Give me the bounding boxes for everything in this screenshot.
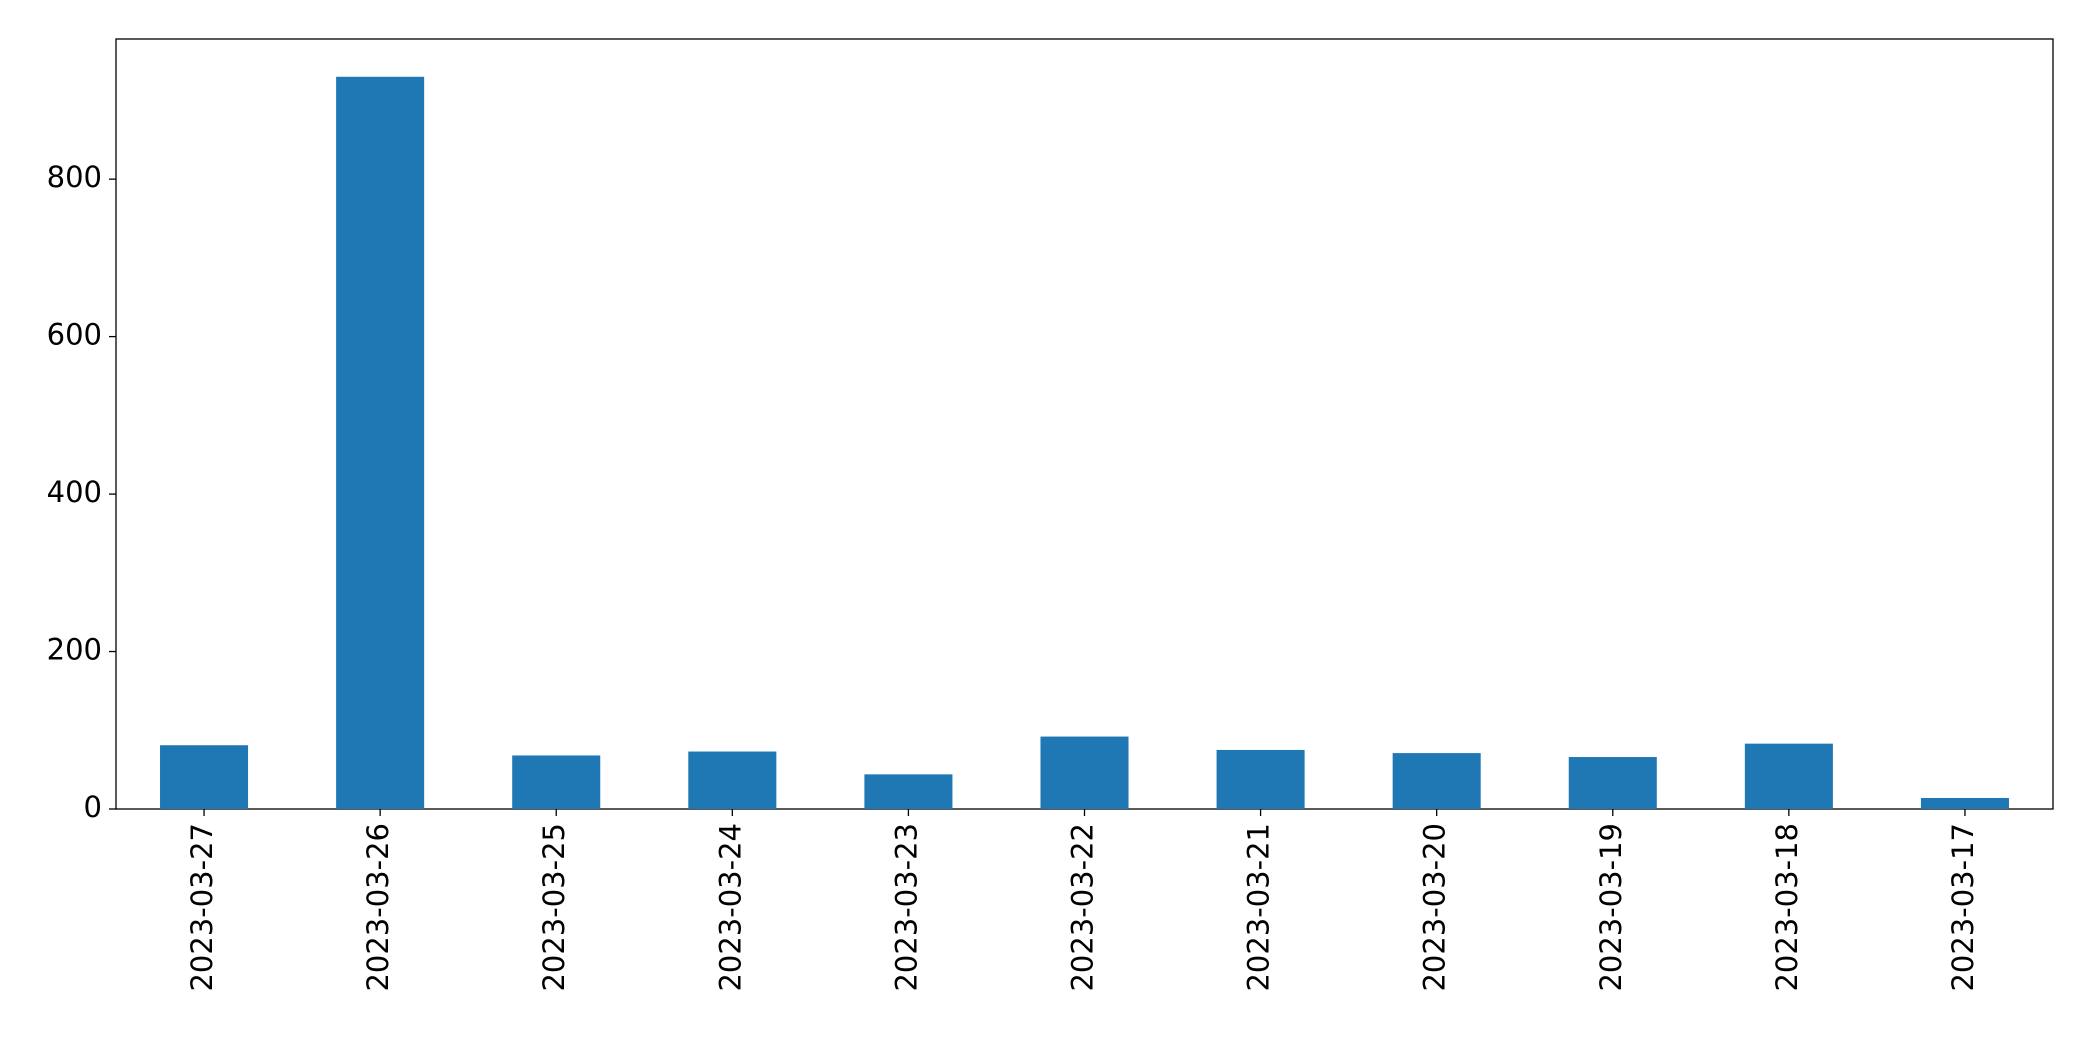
bar <box>160 745 249 809</box>
x-tick-label: 2023-03-20 <box>1418 823 1452 992</box>
x-tick-label: 2023-03-23 <box>889 823 923 992</box>
bar <box>1744 743 1833 809</box>
y-tick-label: 800 <box>47 160 102 194</box>
y-tick-label: 400 <box>47 475 102 509</box>
bar <box>1920 797 2009 809</box>
bar <box>688 751 777 809</box>
x-tick-label: 2023-03-19 <box>1594 823 1628 992</box>
y-tick-label: 0 <box>84 790 102 824</box>
bar <box>1040 736 1129 809</box>
x-tick-label: 2023-03-27 <box>185 823 219 992</box>
y-tick-label: 200 <box>47 633 102 667</box>
bar <box>1216 749 1305 809</box>
x-tick-label: 2023-03-24 <box>713 823 747 992</box>
bar <box>336 76 425 810</box>
x-tick-label: 2023-03-17 <box>1946 823 1980 992</box>
x-tick-label: 2023-03-26 <box>361 823 395 992</box>
bar <box>864 774 953 809</box>
x-tick-label: 2023-03-25 <box>537 823 571 992</box>
x-tick-label: 2023-03-22 <box>1066 823 1100 992</box>
bar <box>1568 757 1657 809</box>
x-tick-label: 2023-03-18 <box>1770 823 1804 992</box>
y-tick-label: 600 <box>47 318 102 352</box>
x-tick-label: 2023-03-21 <box>1242 823 1276 992</box>
bar <box>1392 753 1481 809</box>
bar <box>512 755 601 809</box>
